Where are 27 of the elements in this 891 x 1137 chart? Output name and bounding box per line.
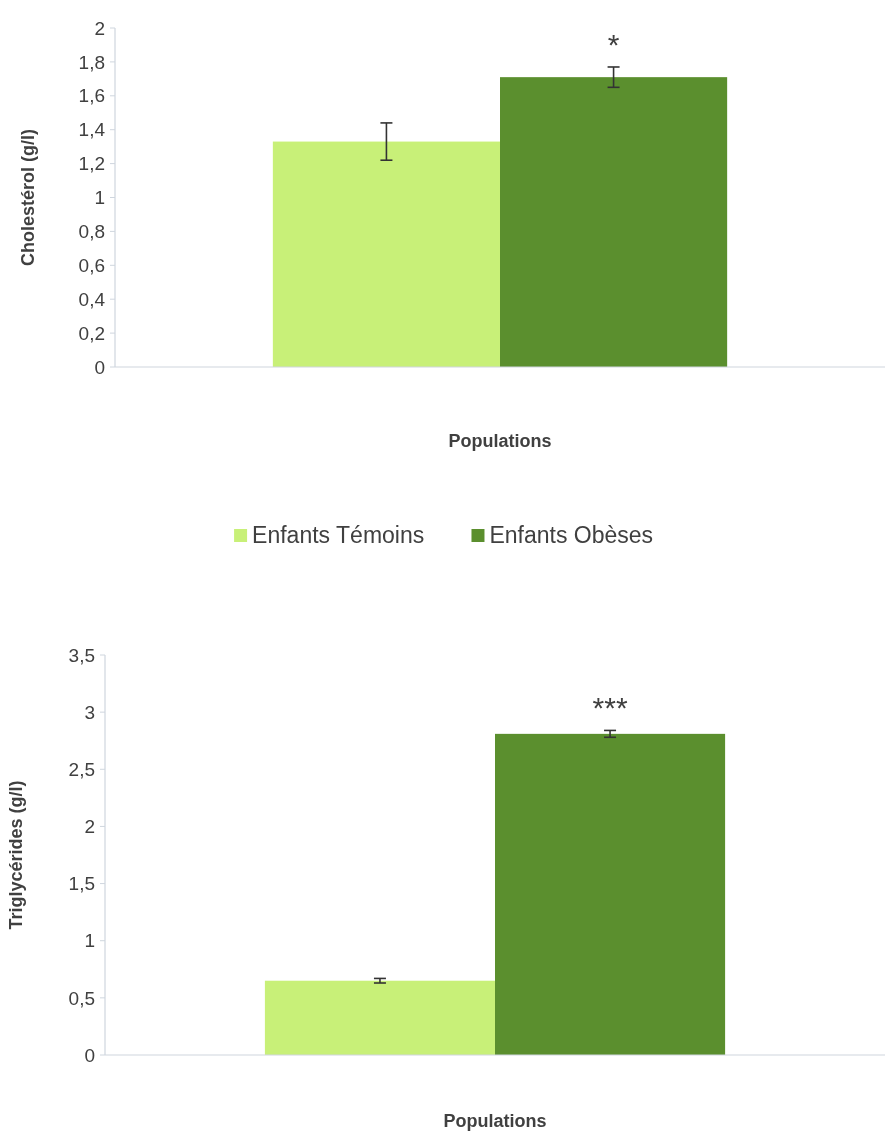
y-tick-label: 0,5: [68, 987, 95, 1009]
y-tick-label: 0,8: [78, 221, 105, 243]
y-tick-label: 1,5: [68, 873, 95, 895]
y-tick-label: 0,6: [78, 254, 105, 276]
legend-label: Enfants Témoins: [252, 522, 425, 548]
annotation: ***: [592, 691, 628, 725]
y-axis-title: Triglycérides (g/l): [6, 780, 26, 930]
legend-label: Enfants Obèses: [489, 522, 654, 548]
y-tick-label: 1,6: [78, 85, 105, 107]
y-tick-label: 1,4: [78, 119, 106, 141]
y-tick-label: 3,5: [68, 644, 95, 666]
y-tick-label: 1,8: [78, 51, 105, 73]
y-tick-label: 3: [84, 701, 95, 723]
y-axis-title: Cholestérol (g/l): [18, 128, 38, 267]
annotation: *: [607, 27, 620, 61]
y-tick-label: 0,2: [78, 322, 105, 344]
y-tick-label: 0: [94, 356, 105, 378]
y-tick-label: 1,2: [78, 153, 105, 175]
y-tick-label: 2: [94, 17, 105, 39]
y-tick-label: 1: [94, 187, 105, 209]
y-tick-label: 1: [84, 930, 95, 952]
y-tick-label: 0: [84, 1044, 95, 1066]
y-tick-label: 2,5: [68, 758, 95, 780]
y-tick-label: 2: [84, 816, 95, 838]
y-tick-label: 0,4: [78, 288, 106, 310]
x-axis-title: Populations: [443, 1111, 547, 1131]
x-axis-title: Populations: [448, 431, 552, 451]
